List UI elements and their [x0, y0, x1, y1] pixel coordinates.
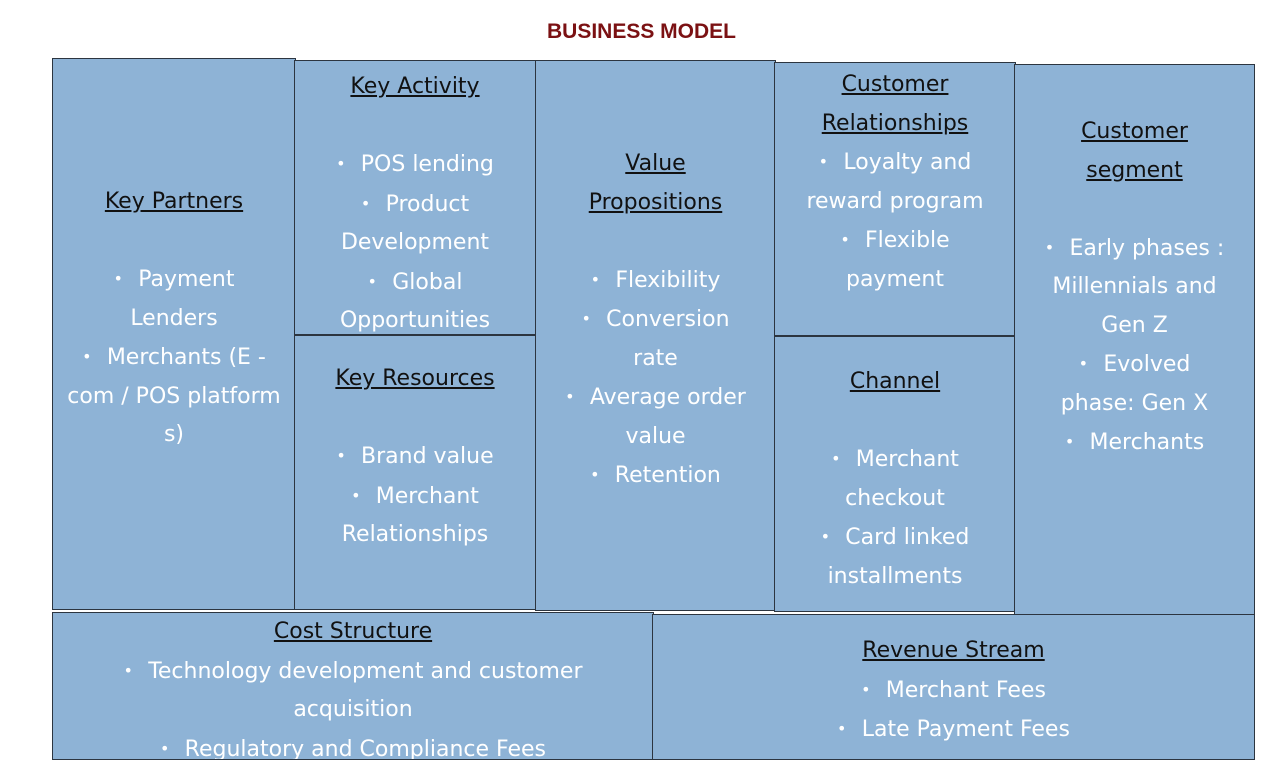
list-item: Flexible payment	[789, 221, 1001, 299]
list-item: Merchant checkout	[787, 440, 1003, 518]
value-propositions-block: Value Propositions Flexibility Conversio…	[535, 60, 776, 611]
cost-structure-heading: Cost Structure	[273, 619, 433, 644]
customer-relationships-block: Customer Relationships Loyalty and rewar…	[774, 62, 1016, 336]
key-partners-heading: Key Partners	[104, 189, 244, 214]
list-item: Regulatory and Compliance Fees	[73, 730, 633, 760]
list-item: POS lending	[299, 145, 531, 185]
value-propositions-heading: Value Propositions	[588, 151, 723, 215]
list-item: Early phases : Millennials and Gen Z	[1029, 229, 1240, 346]
channel-heading: Channel	[849, 369, 941, 394]
cost-structure-block: Cost Structure Technology development an…	[52, 612, 654, 760]
customer-segment-heading: Customer segment	[1081, 119, 1188, 183]
list-item: Merchant Fees	[673, 671, 1234, 711]
page-title: BUSINESS MODEL	[546, 20, 737, 43]
customer-relationships-heading: Customer Relationships	[821, 72, 969, 136]
key-activity-block: Key Activity POS lending Product Develop…	[294, 60, 536, 335]
list-item: Merchants (E -com / POS platform s)	[59, 338, 289, 455]
key-activity-heading: Key Activity	[350, 74, 480, 99]
revenue-stream-block: Revenue Stream Merchant Fees Late Paymen…	[652, 614, 1255, 760]
list-item: Technology development and customer acqu…	[73, 652, 633, 730]
key-resources-heading: Key Resources	[335, 366, 495, 391]
list-item: Loyalty and reward program	[789, 143, 1001, 221]
channel-block: Channel Merchant checkout Card linked in…	[774, 336, 1016, 612]
list-item: Average order value	[550, 378, 761, 456]
key-partners-block: Key Partners Payment Lenders Merchants (…	[52, 58, 296, 610]
list-item: Conversion rate	[558, 300, 753, 378]
list-item: Merchant Relationships	[299, 477, 531, 555]
list-item: Late Payment Fees	[673, 710, 1234, 750]
list-item: Card linked installments	[787, 518, 1003, 596]
list-item: Retention	[566, 456, 745, 496]
list-item: Evolved phase: Gen X	[1029, 345, 1240, 423]
list-item: Product Development	[299, 185, 531, 263]
list-item: Global Opportunities	[299, 263, 531, 335]
customer-segment-block: Customer segment Early phases : Millenni…	[1014, 64, 1255, 615]
list-item: Flexibility	[566, 261, 745, 301]
key-resources-block: Key Resources Brand value Merchant Relat…	[294, 335, 536, 610]
list-item: Merchants	[1029, 423, 1240, 463]
list-item: Payment Lenders	[59, 260, 289, 338]
revenue-stream-heading: Revenue Stream	[862, 638, 1045, 663]
list-item: Brand value	[299, 437, 531, 477]
